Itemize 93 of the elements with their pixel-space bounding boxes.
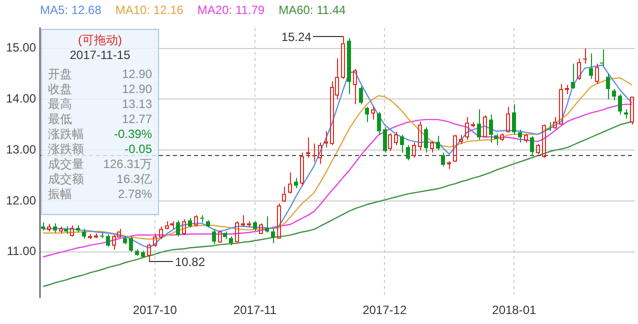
annotation: 10.82 bbox=[174, 254, 206, 269]
candlestick bbox=[341, 36, 345, 80]
x-tick-label: 2017-11 bbox=[233, 303, 277, 318]
candlestick bbox=[200, 214, 204, 223]
candlestick bbox=[129, 236, 133, 252]
annotation: -0.39% bbox=[114, 127, 152, 142]
candlestick bbox=[347, 38, 351, 95]
candlestick bbox=[383, 126, 387, 154]
candlestick bbox=[353, 68, 357, 105]
candlestick bbox=[424, 126, 428, 154]
y-tick-label: 15.00 bbox=[6, 40, 36, 55]
candlestick bbox=[612, 88, 616, 101]
x-tick-label: 2017-10 bbox=[132, 303, 178, 318]
candlestick bbox=[106, 234, 110, 248]
candlestick bbox=[465, 116, 469, 140]
candlestick bbox=[324, 130, 328, 148]
candlestick bbox=[141, 250, 145, 258]
candlestick bbox=[512, 104, 516, 136]
y-tick-label: 14.00 bbox=[6, 92, 36, 106]
candlestick bbox=[135, 248, 139, 256]
candlestick bbox=[600, 48, 604, 67]
candlestick bbox=[282, 186, 286, 202]
y-tick-label: 13.00 bbox=[6, 142, 36, 156]
annotation: 涨跌额 bbox=[48, 142, 84, 157]
candlestick bbox=[212, 228, 216, 245]
candlestick bbox=[377, 111, 381, 136]
candlestick bbox=[365, 106, 369, 123]
candlestick bbox=[294, 178, 298, 189]
candlestick bbox=[100, 232, 104, 239]
annotation: (可拖动) bbox=[77, 33, 123, 48]
text: MA5: 12.68 bbox=[40, 3, 102, 17]
annotation: 成交额 bbox=[48, 172, 84, 187]
candlestick bbox=[436, 135, 440, 151]
annotation: 2.78% bbox=[118, 187, 152, 202]
candlestick bbox=[624, 108, 628, 120]
candlestick bbox=[76, 224, 80, 233]
annotation: 涨跌幅 bbox=[48, 127, 84, 142]
candlestick bbox=[206, 220, 210, 228]
annotation: 12.77 bbox=[122, 112, 152, 127]
candlestick bbox=[606, 73, 610, 100]
candlestick bbox=[223, 230, 227, 240]
text: MA20: 11.79 bbox=[197, 3, 265, 17]
annotation: 振幅 bbox=[48, 187, 72, 202]
annotation: 2017-11-15 bbox=[68, 48, 132, 63]
candlestick bbox=[400, 134, 404, 154]
candlestick bbox=[312, 142, 316, 162]
annotation: -0.05 bbox=[124, 142, 152, 157]
candlestick bbox=[253, 220, 257, 231]
annotation: 成交量 bbox=[48, 157, 84, 172]
annotation: 收盘 bbox=[48, 82, 72, 97]
candlestick bbox=[241, 214, 245, 227]
candlestick bbox=[477, 108, 481, 140]
text: MA10: 12.16 bbox=[115, 3, 184, 17]
annotation: 最高 bbox=[48, 97, 72, 112]
candlestick bbox=[288, 172, 292, 194]
x-tick-label: 2018-01 bbox=[492, 303, 537, 318]
candlestick bbox=[547, 122, 551, 132]
candlestick bbox=[64, 226, 68, 235]
annotation: 126.31万 bbox=[103, 157, 152, 172]
candlestick bbox=[53, 222, 57, 233]
annotation: 开盘 bbox=[48, 67, 72, 82]
annotation: 16.3亿 bbox=[116, 172, 152, 187]
candlestick bbox=[123, 236, 127, 245]
candlestick bbox=[589, 52, 593, 80]
candlestick bbox=[306, 136, 310, 158]
candlestick bbox=[406, 144, 410, 161]
y-tick-label: 12.00 bbox=[6, 193, 36, 208]
candlestick bbox=[41, 222, 45, 231]
candlestick bbox=[82, 228, 86, 240]
y-tick-label: 11.00 bbox=[6, 244, 36, 258]
candlestick bbox=[188, 218, 192, 228]
annotation: 15.24 bbox=[281, 30, 312, 44]
candlestick bbox=[441, 152, 445, 167]
candlestick bbox=[318, 142, 322, 164]
candlestick bbox=[359, 86, 363, 105]
annotation: 13.13 bbox=[122, 97, 152, 112]
candlestick bbox=[494, 133, 498, 146]
candlestick bbox=[618, 94, 622, 115]
candlestick bbox=[371, 106, 375, 120]
text: MA60: 11.44 bbox=[278, 3, 346, 17]
annotation: 12.90 bbox=[122, 67, 152, 82]
candlestick bbox=[229, 236, 233, 246]
candlestick bbox=[571, 63, 575, 90]
candlestick bbox=[530, 136, 534, 156]
annotation: 12.90 bbox=[122, 82, 152, 97]
annotation: 最低 bbox=[48, 112, 72, 127]
candlestick bbox=[489, 114, 493, 143]
candlestick bbox=[176, 220, 180, 238]
x-tick-label: 2017-12 bbox=[362, 303, 407, 318]
candlestick bbox=[271, 228, 275, 244]
candlestick bbox=[583, 48, 587, 64]
candlestick bbox=[265, 216, 269, 233]
candlestick bbox=[518, 129, 522, 143]
